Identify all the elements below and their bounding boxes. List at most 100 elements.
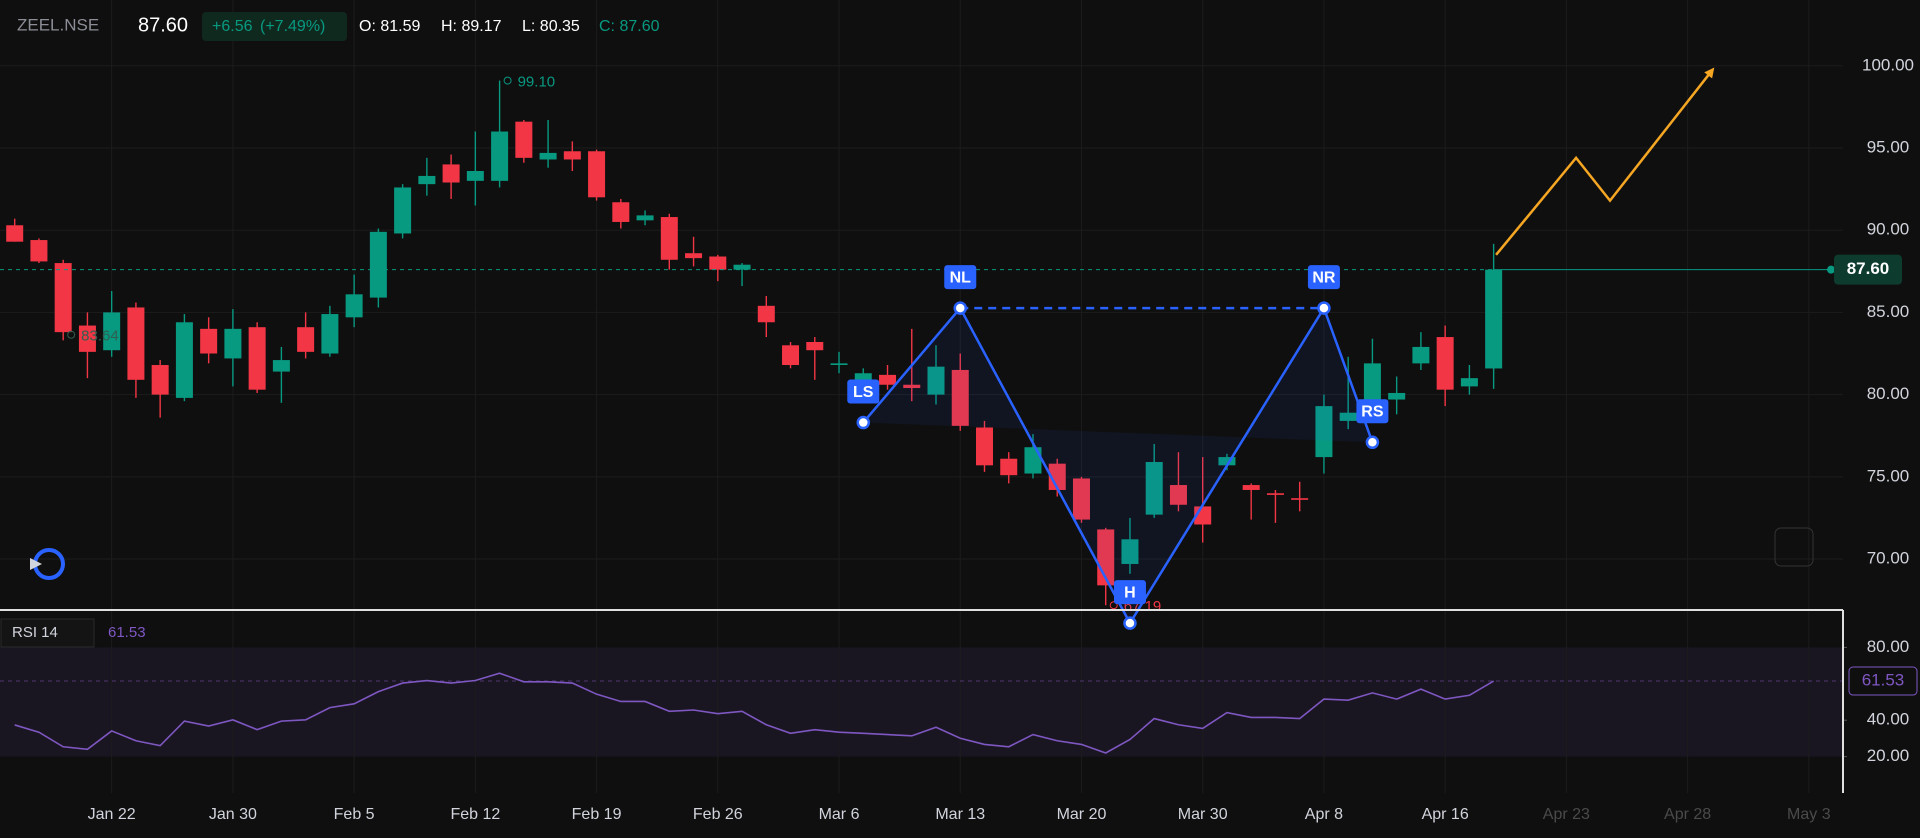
x-tick-label: Jan 30 <box>209 806 257 823</box>
candle-body <box>297 327 315 352</box>
candle-body <box>1315 406 1333 458</box>
candle-body <box>927 366 945 395</box>
candle-body <box>1024 447 1042 474</box>
rsi-legend-box[interactable] <box>0 618 95 648</box>
candle-body <box>78 325 96 352</box>
candle-body <box>1485 269 1503 369</box>
candle-body <box>1291 498 1309 500</box>
candle-body <box>491 131 509 181</box>
candle-body <box>248 327 266 390</box>
pattern-label: NR <box>1312 269 1336 286</box>
candle-body <box>757 305 775 323</box>
low: L: 80.35 <box>522 18 580 35</box>
pattern-point <box>856 415 871 430</box>
candle-body <box>1218 457 1236 466</box>
pattern-badge <box>1307 265 1340 290</box>
pattern-point <box>1365 435 1380 450</box>
candle-body <box>733 264 751 270</box>
pattern-label: LS <box>853 384 874 401</box>
rsi-title: RSI 14 <box>12 624 58 641</box>
logo-arrow <box>30 558 42 570</box>
candle-body <box>685 253 703 259</box>
pattern-badge <box>944 265 977 290</box>
pattern-badge <box>1113 580 1146 605</box>
rsi-tag <box>1848 666 1918 696</box>
y-tick-label: 80.00 <box>1867 384 1910 403</box>
pattern-label: NL <box>950 269 972 286</box>
candle-body <box>272 360 290 372</box>
candle-body <box>709 256 727 270</box>
candle-body <box>1412 346 1430 364</box>
annotation-marker <box>1109 601 1118 610</box>
candle-body <box>369 231 387 298</box>
x-tick-label: Feb 5 <box>334 806 375 823</box>
annotation-marker <box>67 330 76 339</box>
candle-body <box>6 225 24 242</box>
rsi-tag-label: 61.53 <box>1862 670 1905 689</box>
candle-body <box>1169 485 1187 505</box>
overlay-layer: ZEEL.NSE 87.60 +6.56 (+7.49%) O: 81.59 H… <box>0 12 1844 793</box>
symbol[interactable]: ZEEL.NSE <box>17 15 99 34</box>
candle-body <box>879 374 897 385</box>
candle-body <box>103 312 121 351</box>
candle-body <box>224 328 242 359</box>
candle-body <box>951 369 969 426</box>
x-tick-label: Feb 26 <box>693 806 743 823</box>
candle-body <box>1363 363 1381 408</box>
candle-body <box>321 314 339 354</box>
y-tick-label: 20.00 <box>1867 746 1910 765</box>
candle-body <box>636 215 654 221</box>
y-tick-label: 100.00 <box>1862 55 1914 74</box>
rsi-line <box>14 672 1495 754</box>
x-tick-label: Apr 16 <box>1422 806 1469 823</box>
y-tick-label: 85.00 <box>1867 302 1910 321</box>
price-tag-label: 87.60 <box>1847 259 1890 278</box>
x-tick-label: Jan 22 <box>88 806 136 823</box>
candle-body <box>1000 458 1018 476</box>
candle-body <box>394 187 412 234</box>
pattern-label: RS <box>1361 404 1384 421</box>
x-tick-label: Mar 20 <box>1057 806 1107 823</box>
candle-body <box>151 365 169 395</box>
candle-body <box>30 240 48 262</box>
annotation-label: 99.10 <box>518 74 556 91</box>
candle-body <box>903 384 921 389</box>
candle-body <box>1121 539 1139 564</box>
change-percent: (+7.49%) <box>260 18 325 35</box>
candle-body <box>442 164 460 183</box>
pattern-point <box>1317 301 1331 315</box>
y-tick-label: 90.00 <box>1867 220 1910 239</box>
candle-body <box>1388 392 1406 400</box>
candle-body <box>1145 462 1163 515</box>
candle-body <box>1072 478 1090 520</box>
x-tick-label: Feb 12 <box>450 806 500 823</box>
open: O: 81.59 <box>359 18 420 35</box>
pattern-label: H <box>1124 584 1136 601</box>
x-tick-label: Apr 28 <box>1664 806 1711 823</box>
candle-body <box>345 294 363 318</box>
tool-button[interactable] <box>1774 527 1814 567</box>
pattern-point <box>953 301 967 315</box>
x-tick-label: Apr 8 <box>1305 806 1343 823</box>
pattern-badge <box>847 379 880 404</box>
y-tick-label: 70.00 <box>1867 549 1910 568</box>
pattern-area <box>863 308 1373 624</box>
candle-body <box>612 202 630 222</box>
candle-body <box>782 345 800 366</box>
candle-body <box>1048 463 1066 490</box>
candle-body <box>418 175 436 185</box>
candle-body <box>466 170 484 181</box>
candle-body <box>806 341 824 351</box>
candle-body <box>563 151 581 160</box>
y-tick-label: 80.00 <box>1867 637 1910 656</box>
x-tick-label: Apr 23 <box>1543 806 1590 823</box>
candle-body <box>515 121 533 158</box>
candle-body <box>830 363 848 366</box>
change: +6.56 <box>212 18 253 35</box>
candle-body <box>588 151 606 198</box>
candle-body <box>660 217 678 260</box>
